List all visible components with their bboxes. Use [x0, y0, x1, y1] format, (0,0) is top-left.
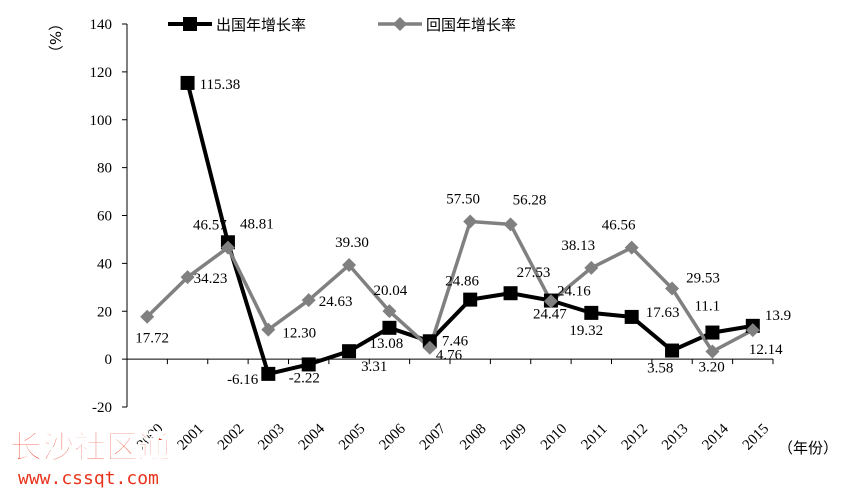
- series-2-marker: [301, 293, 316, 308]
- data-label-series-2: 46.57: [193, 218, 227, 234]
- x-tick-label: 2004: [296, 421, 329, 454]
- series-2-marker: [422, 340, 437, 355]
- x-tick-label: 2011: [578, 421, 610, 453]
- y-tick-label: 20: [97, 304, 112, 320]
- series-1-marker: [180, 75, 195, 90]
- series-markers: [140, 75, 760, 381]
- data-label-series-2: 24.16: [557, 283, 591, 299]
- series-1-marker: [463, 292, 478, 307]
- y-tick-label: 140: [90, 17, 113, 33]
- y-tick-label: 40: [97, 256, 112, 272]
- x-tick-label: 2008: [457, 421, 490, 454]
- data-label-series-2: 34.23: [194, 271, 228, 287]
- legend-marker-diamond: [393, 17, 407, 31]
- data-label-series-2: 39.30: [335, 235, 369, 251]
- data-label-series-2: 17.72: [135, 331, 169, 347]
- x-tick-label: 2002: [215, 421, 248, 454]
- y-tick-label: 0: [105, 352, 113, 368]
- data-label-series-2: 29.53: [686, 270, 720, 286]
- x-tick-label: 2006: [376, 421, 409, 454]
- series-1-marker: [624, 309, 639, 324]
- legend: 出国年增长率 回国年增长率: [168, 16, 516, 34]
- data-label-series-2: 4.76: [436, 348, 463, 364]
- watermark: 长沙社区通 www.cssqt.com: [10, 428, 171, 490]
- watermark-logo-text: 长沙社区通: [10, 428, 170, 466]
- series-1-marker: [382, 320, 397, 335]
- x-tick-label: 2010: [538, 421, 571, 454]
- series-2-marker: [180, 270, 195, 285]
- legend-label-1: 出国年增长率: [216, 16, 306, 34]
- data-label-series-2: 57.50: [446, 191, 480, 207]
- data-label-series-2: 3.20: [698, 359, 724, 375]
- data-label-series-1: 27.53: [517, 265, 551, 281]
- series-1-marker: [261, 366, 276, 381]
- series-2-marker: [705, 344, 720, 359]
- series-2-marker: [745, 323, 760, 338]
- x-tick-label: 2005: [336, 421, 369, 454]
- series-1-marker: [705, 325, 720, 340]
- series-1-marker: [342, 344, 357, 359]
- x-tick-label: 2012: [619, 421, 652, 454]
- data-label-series-1: 7.46: [442, 333, 469, 349]
- data-label-series-1: 11.1: [694, 299, 720, 315]
- series-1-marker: [503, 286, 518, 301]
- data-label-series-1: 17.63: [646, 305, 680, 321]
- y-axis-unit-label: （%）: [46, 16, 64, 60]
- data-label-series-1: 48.81: [240, 216, 274, 232]
- series-lines: [145, 82, 754, 376]
- x-tick-label: 2001: [174, 421, 207, 454]
- data-label-series-2: 38.13: [561, 238, 595, 254]
- x-tick-label: 2013: [659, 421, 692, 454]
- data-labels: 115.38 48.81 -6.16 -2.22 3.31 13.08 7.46 24.86 2…: [135, 77, 791, 388]
- series-2-marker: [584, 260, 599, 275]
- series-2-marker: [624, 240, 639, 255]
- data-label-series-2: 12.30: [282, 326, 316, 342]
- x-tick-label: 2007: [417, 421, 450, 454]
- data-label-series-1: -6.16: [227, 372, 259, 388]
- series-2-marker: [220, 240, 235, 255]
- y-tick-label: -20: [92, 400, 112, 416]
- watermark-url: www.cssqt.com: [18, 468, 159, 489]
- data-label-series-2: 56.28: [513, 192, 547, 208]
- y-tick-label: 80: [97, 161, 112, 177]
- y-tick-label: 60: [97, 209, 112, 225]
- series-2-marker: [140, 309, 155, 324]
- series-2-marker: [261, 322, 276, 337]
- series-2-marker: [543, 294, 558, 309]
- data-label-series-2: 46.56: [602, 218, 636, 234]
- data-label-series-2: 20.04: [373, 283, 407, 299]
- series-1-marker: [301, 357, 316, 372]
- data-label-series-1: 24.47: [533, 307, 567, 323]
- axis-unit-labels: （%） （年份）: [46, 16, 838, 457]
- legend-label-2: 回国年增长率: [426, 16, 516, 34]
- data-label-series-1: 13.08: [369, 336, 403, 352]
- axes: [122, 23, 774, 408]
- data-label-series-1: -2.22: [289, 370, 320, 386]
- series-1-marker: [584, 305, 599, 320]
- x-axis-unit-label: （年份）: [778, 439, 838, 457]
- series-2-marker: [463, 214, 478, 229]
- x-tick-label: 2014: [699, 421, 732, 454]
- series-line-2: [145, 219, 754, 354]
- series-1-marker: [665, 343, 680, 358]
- y-tick-label: 100: [90, 113, 113, 129]
- data-label-series-1: 24.86: [445, 274, 479, 290]
- data-label-series-1: 115.38: [200, 77, 241, 93]
- data-label-series-1: 3.31: [361, 359, 387, 375]
- data-label-series-1: 3.58: [647, 361, 673, 377]
- series-2-marker: [342, 258, 357, 273]
- series-2-marker: [503, 217, 518, 232]
- x-tick-label: 2003: [255, 421, 288, 454]
- data-label-series-1: 19.32: [569, 323, 603, 339]
- series-2-marker: [382, 304, 397, 319]
- x-tick-label: 2009: [497, 421, 530, 454]
- series-2-marker: [665, 281, 680, 296]
- legend-marker-square: [183, 17, 197, 31]
- data-label-series-2: 24.63: [319, 294, 353, 310]
- x-tick-label: 2015: [740, 421, 773, 454]
- y-tick-label: 120: [90, 65, 113, 81]
- data-label-series-1: 13.9: [765, 308, 791, 324]
- data-label-series-2: 12.14: [749, 342, 783, 358]
